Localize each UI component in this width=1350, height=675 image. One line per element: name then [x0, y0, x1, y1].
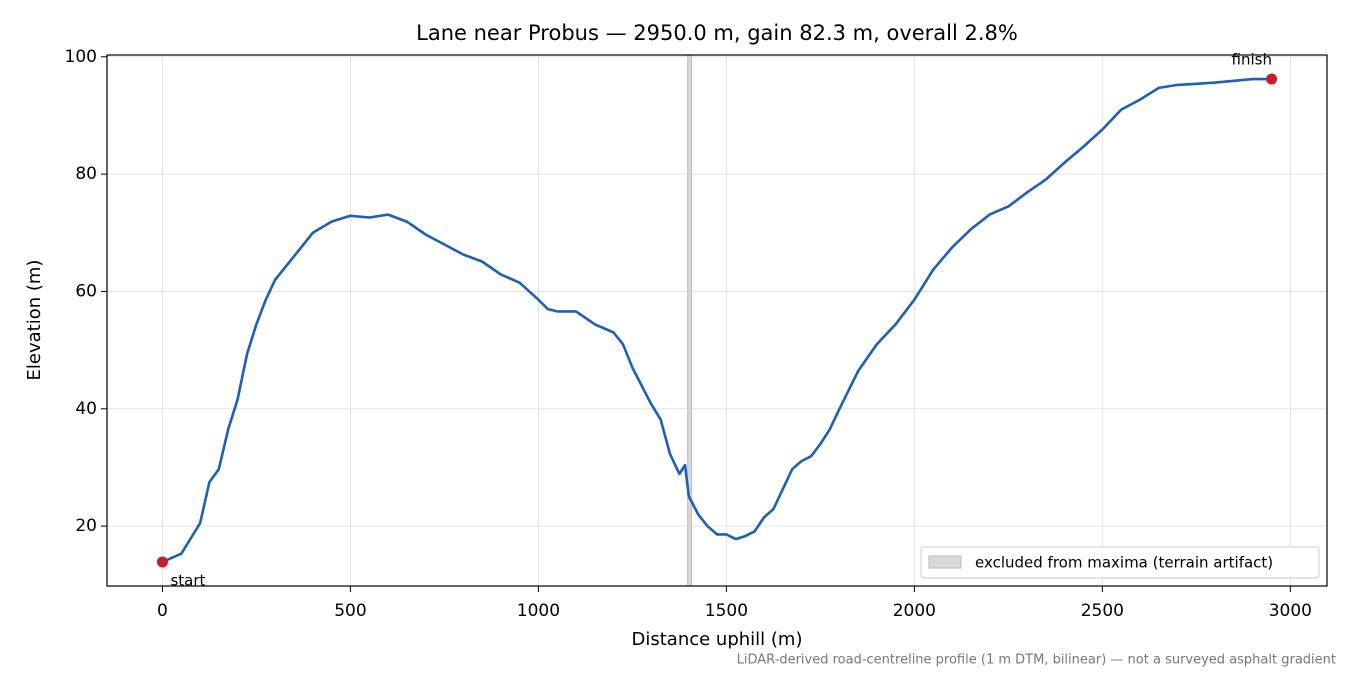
x-tick-label: 3000 — [1269, 601, 1312, 621]
legend-box — [920, 546, 1320, 579]
legend-swatch — [928, 555, 962, 569]
y-tick-label: 80 — [75, 164, 97, 184]
endpoint-label: finish — [1232, 51, 1272, 69]
x-tick-label: 1500 — [705, 601, 748, 621]
endpoint-marker — [1266, 73, 1278, 85]
excluded-band — [687, 54, 692, 587]
x-tick-label: 500 — [334, 601, 366, 621]
x-tick-label: 0 — [157, 601, 168, 621]
y-tick-label: 20 — [75, 516, 97, 536]
footnote: LiDAR-derived road-centreline profile (1… — [737, 653, 1336, 668]
endpoint-label: start — [170, 571, 205, 589]
elevation-line — [161, 77, 1272, 564]
y-tick-label: 100 — [65, 47, 97, 67]
y-tick-label: 40 — [75, 399, 97, 419]
y-tick-label: 60 — [75, 281, 97, 301]
endpoint-marker — [156, 556, 168, 568]
y-axis-label: Elevation (m) — [24, 260, 45, 381]
x-axis-label: Distance uphill (m) — [632, 629, 803, 650]
plot-frame — [106, 54, 1328, 587]
chart-title: Lane near Probus — 2950.0 m, gain 82.3 m… — [416, 21, 1018, 45]
x-tick-label: 2500 — [1081, 601, 1124, 621]
x-tick-label: 1000 — [517, 601, 560, 621]
legend-label: excluded from maxima (terrain artifact) — [975, 554, 1273, 572]
x-tick-label: 2000 — [893, 601, 936, 621]
